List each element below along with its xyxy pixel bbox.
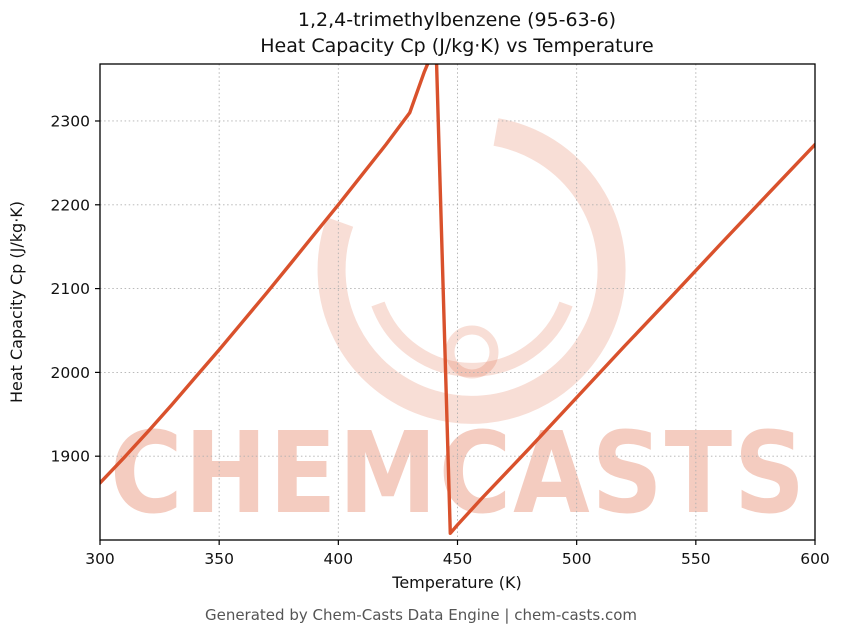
chart-title-line1: 1,2,4-trimethylbenzene (95-63-6)	[298, 9, 616, 31]
watermark-logo-swirl	[445, 325, 499, 379]
x-tick-label: 400	[324, 550, 354, 568]
chart-title-line2: Heat Capacity Cp (J/kg·K) vs Temperature	[260, 35, 654, 57]
y-tick-label: 2100	[51, 280, 90, 298]
x-tick-label: 600	[800, 550, 830, 568]
x-tick-label: 450	[443, 550, 473, 568]
footer-credit: Generated by Chem-Casts Data Engine | ch…	[205, 606, 637, 624]
x-tick-label: 500	[562, 550, 592, 568]
data-series	[100, 64, 815, 535]
tick-labels: 300 350 400 450 500 550 600 1900 2000 2100 2200 230…	[51, 112, 830, 568]
watermark-logo-outer-arc	[317, 118, 626, 424]
tick-marks	[95, 120, 816, 545]
cp-vs-temperature-curve	[100, 64, 815, 535]
x-tick-label: 550	[681, 550, 711, 568]
y-tick-label: 2000	[51, 364, 90, 382]
y-tick-label: 2300	[51, 112, 90, 130]
y-tick-label: 1900	[51, 448, 90, 466]
grid-lines	[99, 64, 816, 540]
watermark-logo-inner-arc	[371, 301, 573, 377]
x-tick-label: 300	[85, 550, 115, 568]
x-axis-label: Temperature (K)	[391, 573, 521, 592]
y-tick-label: 2200	[51, 196, 90, 214]
watermark-text: CHEMCASTS	[110, 409, 807, 539]
x-tick-label: 350	[204, 550, 234, 568]
y-axis-label: Heat Capacity Cp (J/kg·K)	[7, 201, 26, 403]
watermark: CHEMCASTS	[110, 118, 807, 539]
